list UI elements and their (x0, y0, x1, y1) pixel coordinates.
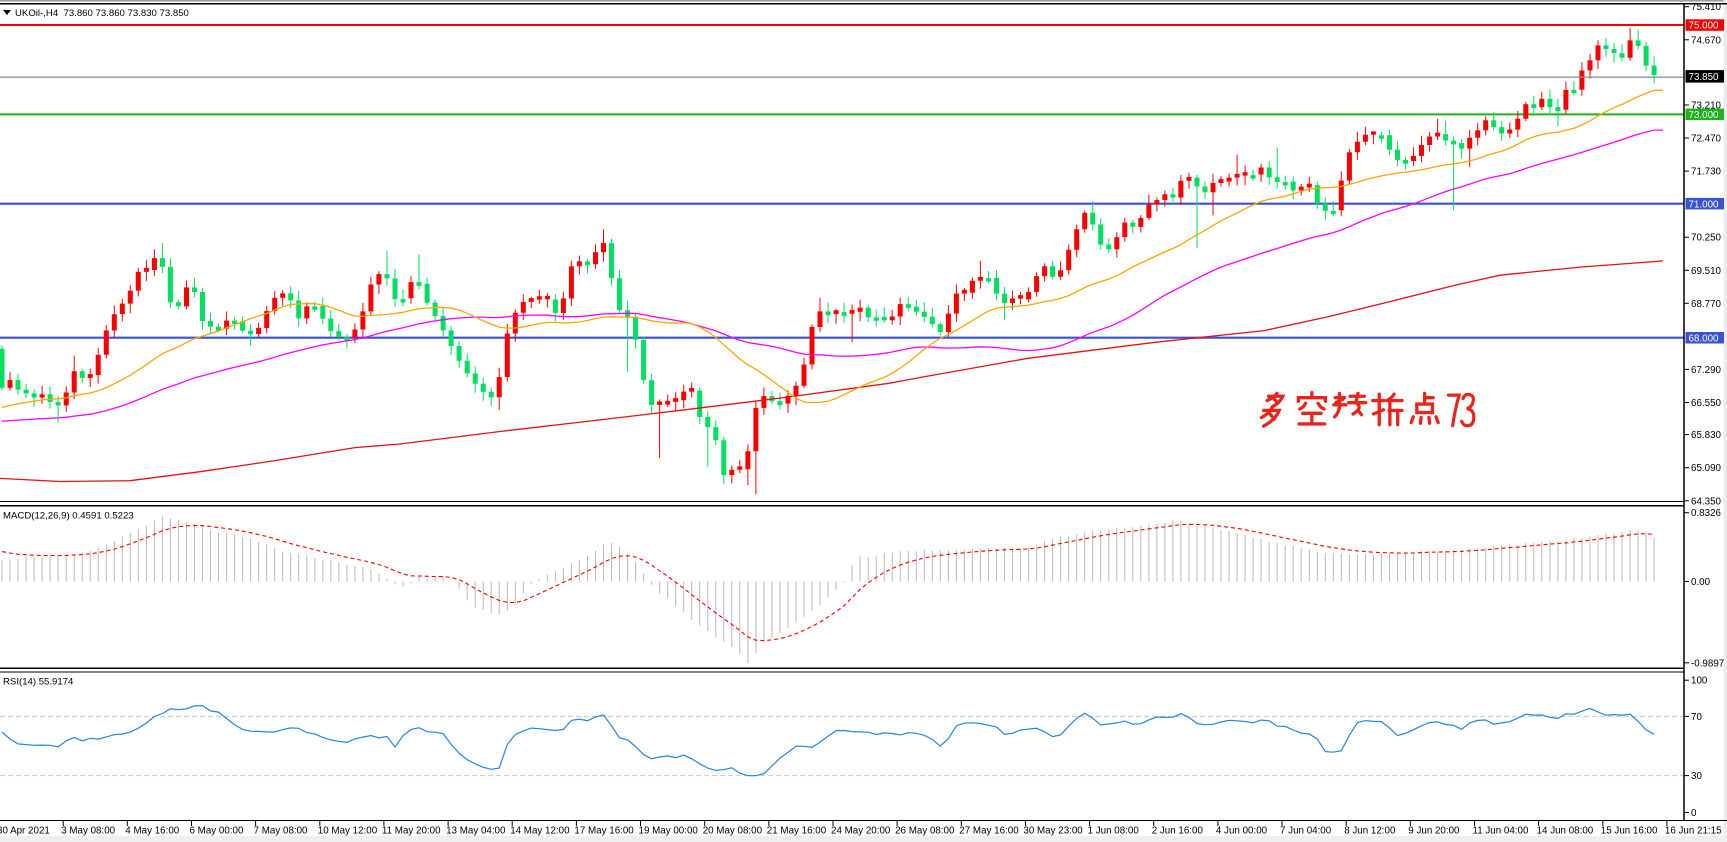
svg-text:68.000: 68.000 (1689, 333, 1720, 344)
svg-text:7 May 08:00: 7 May 08:00 (254, 826, 308, 837)
svg-text:30: 30 (1691, 771, 1702, 782)
svg-text:65.830: 65.830 (1691, 430, 1722, 441)
svg-text:11 May 20:00: 11 May 20:00 (382, 826, 441, 837)
svg-text:8 Jun 12:00: 8 Jun 12:00 (1344, 826, 1396, 837)
svg-text:7 Jun 04:00: 7 Jun 04:00 (1280, 826, 1332, 837)
svg-text:68.770: 68.770 (1691, 299, 1722, 310)
svg-text:66.550: 66.550 (1691, 398, 1722, 409)
svg-text:2 Jun 16:00: 2 Jun 16:00 (1152, 826, 1204, 837)
svg-text:20 May 08:00: 20 May 08:00 (703, 826, 763, 837)
svg-text:75.410: 75.410 (1691, 2, 1722, 13)
svg-text:MACD(12,26,9) 0.4591 0.5223: MACD(12,26,9) 0.4591 0.5223 (3, 511, 134, 522)
svg-text:70: 70 (1691, 712, 1702, 723)
svg-text:75.000: 75.000 (1689, 21, 1720, 32)
svg-text:24 May 20:00: 24 May 20:00 (831, 826, 891, 837)
svg-text:4 May 16:00: 4 May 16:00 (125, 826, 179, 837)
svg-text:74.670: 74.670 (1691, 35, 1722, 46)
svg-text:0.00: 0.00 (1691, 577, 1711, 588)
svg-text:19 May 00:00: 19 May 00:00 (639, 826, 699, 837)
svg-text:71.000: 71.000 (1689, 199, 1720, 210)
svg-text:6 May 00:00: 6 May 00:00 (190, 826, 244, 837)
svg-text:64.350: 64.350 (1691, 496, 1722, 507)
svg-text:73.210: 73.210 (1691, 101, 1722, 112)
svg-text:UKOil-,H4 73.860 73.860 73.83: UKOil-,H4 73.860 73.860 73.830 73.850 (15, 8, 189, 19)
svg-text:0.8326: 0.8326 (1691, 508, 1722, 519)
svg-text:0: 0 (1691, 808, 1697, 819)
svg-text:-0.9897: -0.9897 (1691, 658, 1724, 669)
svg-text:30 Apr 2021: 30 Apr 2021 (0, 826, 50, 837)
svg-text:69.510: 69.510 (1691, 266, 1722, 277)
svg-text:11 Jun 04:00: 11 Jun 04:00 (1473, 826, 1529, 837)
svg-text:16 Jun 21:15: 16 Jun 21:15 (1665, 826, 1722, 837)
svg-text:RSI(14) 55.9174: RSI(14) 55.9174 (3, 677, 74, 688)
svg-text:26 May 08:00: 26 May 08:00 (895, 826, 955, 837)
svg-text:65.090: 65.090 (1691, 463, 1722, 474)
svg-text:73.850: 73.850 (1689, 72, 1720, 83)
svg-text:9 Jun 20:00: 9 Jun 20:00 (1408, 826, 1460, 837)
svg-text:4 Jun 00:00: 4 Jun 00:00 (1216, 826, 1268, 837)
svg-text:1 Jun 08:00: 1 Jun 08:00 (1088, 826, 1140, 837)
svg-text:15 Jun 16:00: 15 Jun 16:00 (1601, 826, 1658, 837)
svg-text:10 May 12:00: 10 May 12:00 (318, 826, 378, 837)
svg-text:3 May 08:00: 3 May 08:00 (61, 826, 115, 837)
svg-text:17 May 16:00: 17 May 16:00 (574, 826, 634, 837)
svg-text:71.730: 71.730 (1691, 167, 1722, 178)
svg-text:73.000: 73.000 (1689, 110, 1720, 121)
svg-text:72.470: 72.470 (1691, 134, 1722, 145)
svg-text:67.290: 67.290 (1691, 365, 1722, 376)
svg-text:100: 100 (1691, 676, 1708, 687)
svg-text:14 May 12:00: 14 May 12:00 (510, 826, 570, 837)
svg-text:70.250: 70.250 (1691, 233, 1722, 244)
svg-text:14 Jun 08:00: 14 Jun 08:00 (1537, 826, 1594, 837)
svg-text:13 May 04:00: 13 May 04:00 (446, 826, 506, 837)
svg-text:27 May 16:00: 27 May 16:00 (959, 826, 1019, 837)
svg-text:21 May 16:00: 21 May 16:00 (767, 826, 827, 837)
svg-text:30 May 23:00: 30 May 23:00 (1023, 826, 1083, 837)
